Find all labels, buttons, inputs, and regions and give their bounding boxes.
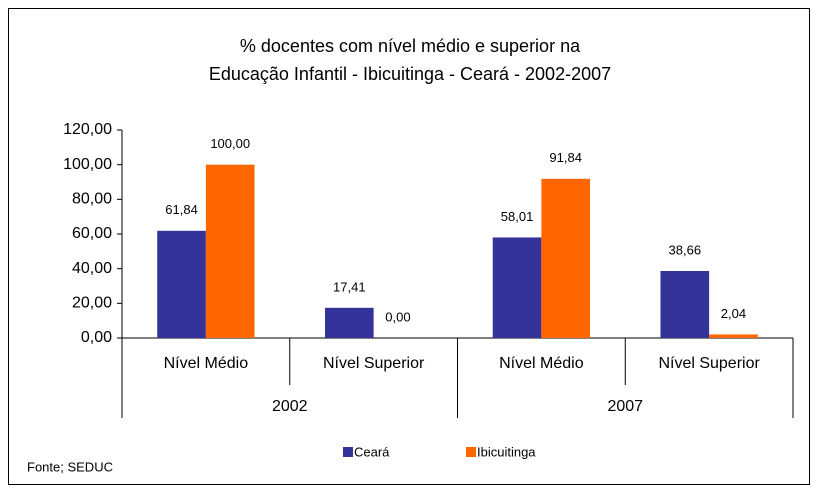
- chart-title: % docentes com nível médio e superior na: [240, 36, 581, 56]
- bar: [709, 334, 758, 338]
- value-label: 38,66: [669, 242, 702, 257]
- value-label: 2,04: [721, 306, 746, 321]
- chart-border: [8, 8, 810, 485]
- y-tick-label: 20,00: [72, 295, 112, 312]
- value-label: 91,84: [549, 150, 582, 165]
- group-label: 2007: [607, 398, 643, 415]
- source-note: Fonte; SEDUC: [27, 459, 113, 474]
- legend-swatch: [343, 447, 353, 457]
- bar: [492, 237, 542, 338]
- y-tick-label: 60,00: [72, 225, 112, 242]
- y-tick-label: 120,00: [63, 121, 112, 138]
- y-tick-label: 100,00: [63, 156, 112, 173]
- y-tick-label: 80,00: [72, 191, 112, 208]
- bar: [324, 307, 374, 338]
- group-label: 2002: [272, 398, 308, 415]
- value-label: 61,84: [165, 202, 198, 217]
- value-label: 0,00: [385, 309, 410, 324]
- y-tick-label: 40,00: [72, 260, 112, 277]
- value-label: 17,41: [333, 279, 366, 294]
- bar: [205, 164, 255, 338]
- bar: [157, 230, 206, 338]
- value-label: 58,01: [501, 209, 534, 224]
- x-tick-label: Nível Superior: [658, 355, 760, 372]
- bar: [541, 178, 591, 338]
- legend-label: Ibicuitinga: [477, 444, 536, 459]
- legend-swatch: [466, 447, 476, 457]
- x-tick-label: Nível Médio: [164, 355, 249, 372]
- x-tick-label: Nível Superior: [323, 355, 425, 372]
- chart-title: Educação Infantil - Ibicuitinga - Ceará …: [209, 64, 611, 84]
- y-tick-label: 0,00: [81, 329, 112, 346]
- value-label: 100,00: [210, 136, 250, 151]
- x-tick-label: Nível Médio: [499, 355, 584, 372]
- legend-label: Ceará: [354, 444, 390, 459]
- bar: [660, 270, 710, 338]
